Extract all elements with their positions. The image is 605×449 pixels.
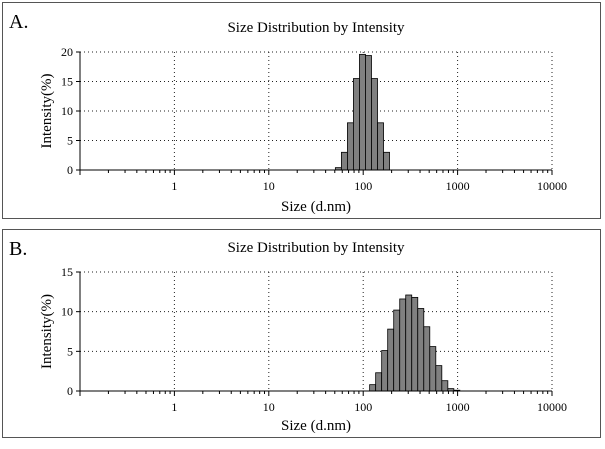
size-distribution-chart-b: Size Distribution by Intensity 0 5 10 15 1 10 1… — [39, 240, 567, 434]
histogram-bar — [375, 372, 383, 392]
x-tick-label: 10000 — [537, 400, 567, 414]
x-tick-label: 1000 — [446, 400, 470, 414]
histogram-bar — [393, 309, 401, 392]
y-axis-label: Intensity(%) — [39, 74, 55, 149]
panel-label: A. — [9, 11, 29, 33]
y-tick-label: 0 — [67, 163, 73, 177]
x-axis-label: Size (d.nm) — [281, 199, 351, 215]
histogram-bar — [353, 78, 360, 171]
y-tick-label: 20 — [61, 45, 73, 59]
x-tick-label: 10 — [263, 179, 275, 193]
x-tick-label: 10000 — [537, 179, 567, 193]
x-tick-label: 1 — [171, 400, 177, 414]
histogram-bar — [347, 122, 354, 171]
size-distribution-chart-a: Size Distribution by Intensity 0 5 10 15 20 1 1… — [39, 20, 567, 215]
chart-title: Size Distribution by Intensity — [227, 240, 405, 256]
chart-panel-a: A. Size Distribution by Intensity 0 5 10 15 2… — [2, 2, 601, 219]
y-tick-label: 10 — [61, 305, 73, 319]
histogram-bar — [371, 78, 378, 171]
histogram-bar — [369, 384, 377, 392]
x-tick-label: 1000 — [446, 179, 470, 193]
histogram-bar — [417, 308, 425, 392]
histogram-bar — [387, 328, 395, 392]
y-tick-label: 15 — [61, 265, 73, 279]
histogram-bar — [429, 346, 437, 392]
y-tick-label: 15 — [61, 75, 73, 89]
histogram-bar — [435, 365, 443, 392]
chart-panel-b: B. Size Distribution by Intensity 0 5 10 15 1… — [2, 229, 601, 438]
y-tick-label: 0 — [67, 384, 73, 398]
x-tick-label: 1 — [171, 179, 177, 193]
y-tick-label: 5 — [67, 134, 73, 148]
x-tick-label: 10 — [263, 400, 275, 414]
panel-label: B. — [9, 238, 28, 260]
y-tick-label: 10 — [61, 104, 73, 118]
x-axis-label: Size (d.nm) — [281, 418, 351, 434]
histogram-bar — [381, 350, 389, 392]
y-axis-label: Intensity(%) — [39, 294, 55, 369]
histogram-bar — [423, 326, 431, 392]
x-tick-label: 100 — [354, 400, 372, 414]
histogram-bar — [411, 296, 419, 392]
histogram-bar — [365, 55, 372, 171]
histogram-bar — [405, 294, 413, 392]
x-tick-label: 100 — [354, 179, 372, 193]
histogram-bar — [441, 380, 449, 392]
y-tick-label: 5 — [67, 344, 73, 358]
histogram-bar — [377, 122, 384, 171]
histogram-bar — [383, 151, 390, 171]
histogram-bar — [399, 298, 407, 392]
histogram-bar — [359, 53, 366, 171]
histogram-bar — [341, 151, 348, 171]
chart-title: Size Distribution by Intensity — [227, 20, 405, 36]
